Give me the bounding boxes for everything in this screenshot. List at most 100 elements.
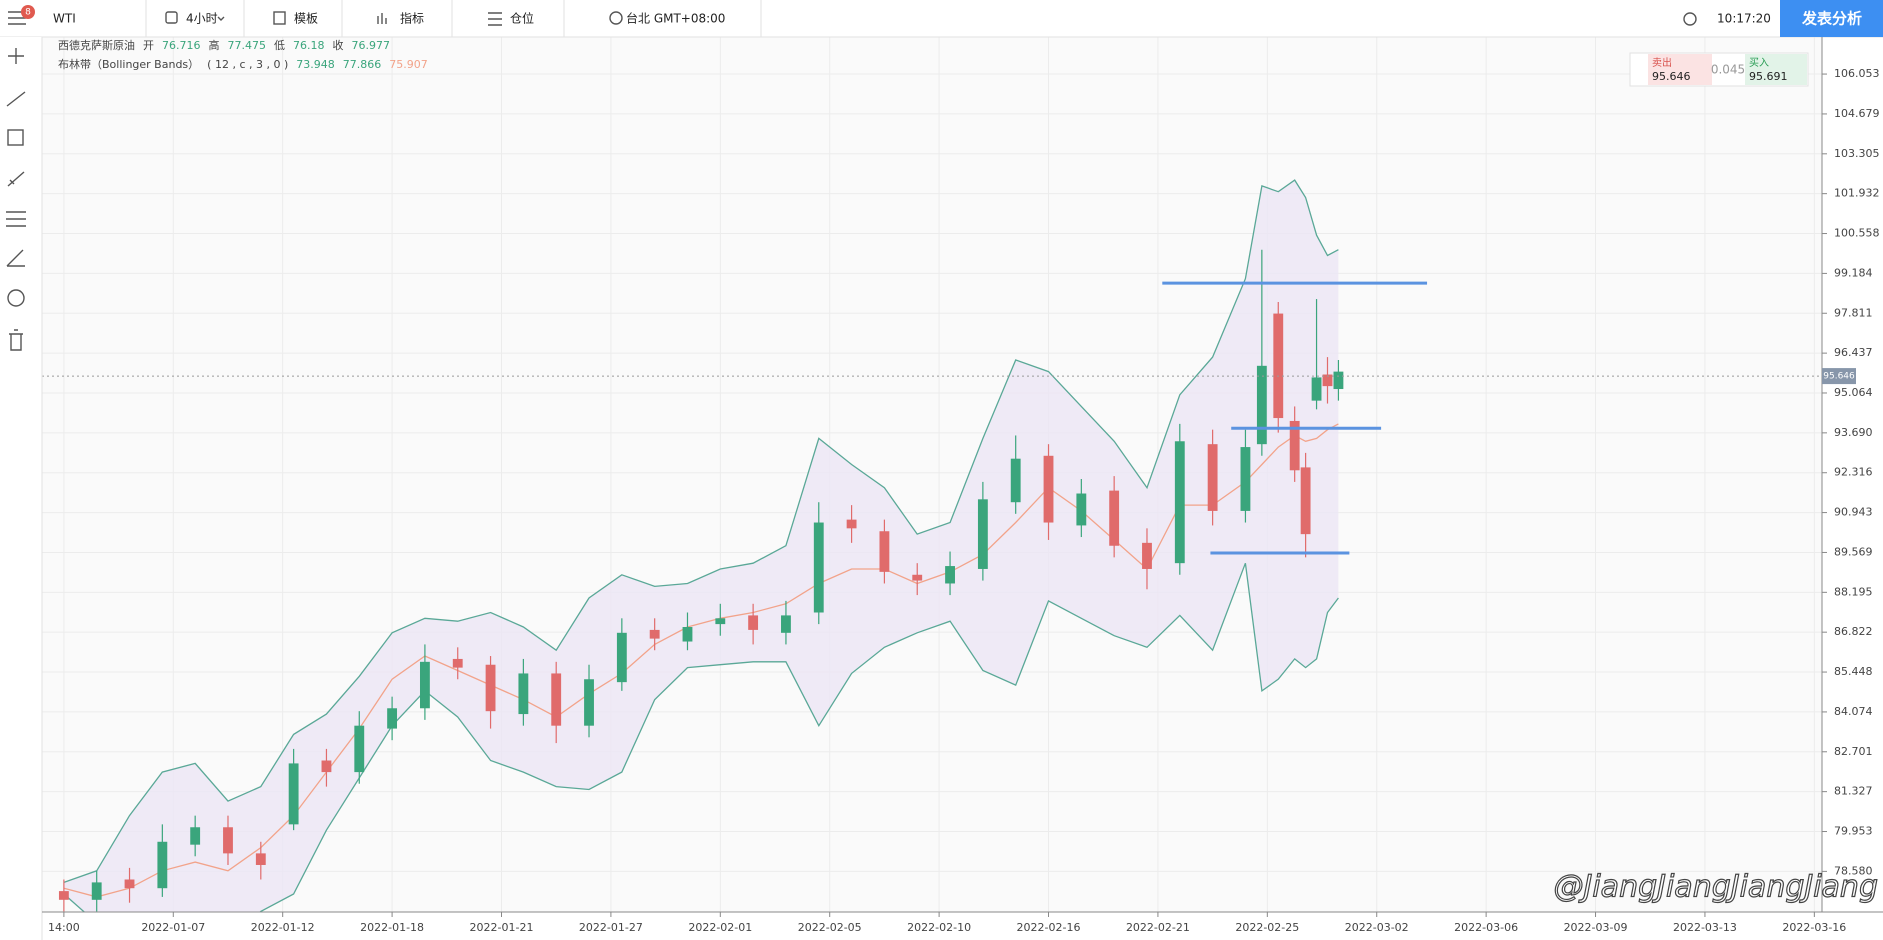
candle-body (321, 760, 332, 773)
candle-body (616, 632, 627, 683)
candle-body (91, 882, 102, 900)
publish-button[interactable] (1780, 0, 1883, 37)
y-tick-label: 100.558 (1834, 227, 1880, 240)
candle-body (354, 725, 365, 773)
candle-body (977, 499, 988, 569)
sell-label: 卖出 (1652, 56, 1672, 69)
x-tick-label: 2022-03-16 (1782, 921, 1846, 934)
indicator-value: 77.866 (343, 58, 382, 71)
candle-body (288, 763, 299, 825)
candle-body (1076, 493, 1087, 526)
y-tick-label: 90.943 (1834, 506, 1873, 519)
top-toolbar (0, 0, 1883, 37)
y-tick-label: 89.569 (1834, 545, 1873, 558)
indicator-name: 布林带（Bollinger Bands） (58, 57, 199, 71)
candle-body (223, 827, 233, 854)
instrument-name: 西德克萨斯原油 (58, 38, 135, 52)
indicator-params: ( 12 , c , 3 , 0 ) (207, 58, 288, 71)
y-tick-label: 104.679 (1834, 107, 1880, 120)
y-tick-label: 84.074 (1834, 705, 1873, 718)
x-tick-label: 2022-01-18 (360, 921, 424, 934)
legend-label: 收 (333, 38, 344, 52)
y-tick-label: 88.195 (1834, 585, 1873, 598)
y-tick-label: 106.053 (1834, 67, 1880, 80)
x-tick-label: 2022-01-21 (470, 921, 534, 934)
y-tick-label: 103.305 (1834, 147, 1880, 160)
candle-body (1333, 371, 1344, 390)
candle-body (1256, 365, 1267, 445)
candle-body (1300, 467, 1311, 535)
toolbar-item[interactable]: 模板 (294, 12, 318, 26)
candle-body (551, 673, 562, 726)
candle-body (485, 664, 496, 712)
candle-body (748, 615, 759, 630)
candle-body (124, 879, 135, 889)
quote-box[interactable]: 卖出 95.646 0.045 买入 95.691 (1629, 52, 1809, 87)
price-legend: 西德克萨斯原油开 76.716 高 77.475 低 76.18 收 76.977 (58, 38, 390, 52)
spread: 0.045 (1711, 63, 1745, 77)
legend-label: 高 (209, 38, 220, 52)
candle-body (1289, 420, 1300, 471)
y-tick-label: 81.327 (1834, 785, 1873, 798)
x-tick-label: 2022-03-09 (1564, 921, 1628, 934)
x-tick-label: 2022-03-13 (1673, 921, 1737, 934)
last-price-label: 95.646 (1823, 372, 1855, 382)
candle-body (1207, 444, 1218, 511)
clock: 10:17:20 (1717, 12, 1771, 26)
timezone[interactable]: 台北 GMT+08:00 (626, 11, 725, 26)
candle-body (584, 679, 594, 726)
candle-body (387, 708, 398, 729)
indicator-legend: 布林带（Bollinger Bands） ( 12 , c , 3 , 0 ) 73… (58, 57, 428, 71)
menu-button[interactable]: 8 (8, 5, 35, 25)
legend-value: 76.977 (352, 39, 391, 52)
x-tick-label: 2022-02-05 (798, 921, 862, 934)
y-tick-label: 85.448 (1834, 665, 1873, 678)
y-tick-label: 92.316 (1834, 466, 1873, 479)
indicator-value: 73.948 (296, 58, 335, 71)
globe-icon (609, 11, 623, 25)
legend-value: 76.18 (293, 39, 325, 52)
middle-band (63, 423, 1339, 898)
legend-value: 76.716 (162, 39, 201, 52)
x-tick-label: 2022-03-06 (1454, 921, 1518, 934)
candle-body (1322, 374, 1333, 387)
buy-label: 买入 (1749, 57, 1769, 69)
legend-label: 低 (274, 39, 285, 52)
candle-body (1240, 447, 1251, 511)
candle-body (1311, 377, 1322, 401)
sell-price: 95.646 (1652, 70, 1691, 83)
x-tick-label: 14:00 (48, 921, 80, 934)
upper-band (63, 179, 1339, 884)
x-tick-label: 2022-01-27 (579, 921, 643, 934)
candle-body (813, 522, 824, 613)
toolbar-item[interactable]: 指标 (400, 11, 424, 26)
y-tick-label: 101.932 (1834, 187, 1880, 200)
candle-body (912, 574, 923, 581)
left-toolbar (0, 37, 42, 940)
y-tick-label: 93.690 (1834, 426, 1873, 439)
buy-price: 95.691 (1749, 70, 1788, 83)
drawing-tools[interactable] (6, 48, 26, 351)
symbol[interactable]: WTI (53, 12, 76, 26)
candle-body (1273, 313, 1284, 419)
candle-body (190, 827, 201, 845)
candle-body (255, 853, 266, 865)
y-tick-label: 86.822 (1834, 625, 1873, 638)
publish-button-label[interactable]: 发表分析 (1801, 10, 1862, 28)
y-tick-label: 78.580 (1834, 864, 1873, 877)
settings-icon[interactable] (1683, 12, 1697, 26)
lower-band (63, 562, 1339, 912)
toolbar-item[interactable]: 仓位 (510, 11, 534, 26)
interval[interactable]: 4小时 (186, 12, 218, 26)
candle-body (1142, 542, 1152, 569)
x-tick-label: 2022-02-10 (907, 921, 971, 934)
candle-body (945, 566, 955, 584)
y-tick-label: 82.701 (1834, 745, 1873, 758)
candle-body (1174, 441, 1185, 564)
y-tick-label: 97.811 (1834, 306, 1873, 319)
x-tick-label: 2022-03-02 (1345, 921, 1409, 934)
badge: 8 (25, 8, 31, 18)
candle-body (1043, 455, 1054, 523)
position-icon (488, 12, 502, 26)
